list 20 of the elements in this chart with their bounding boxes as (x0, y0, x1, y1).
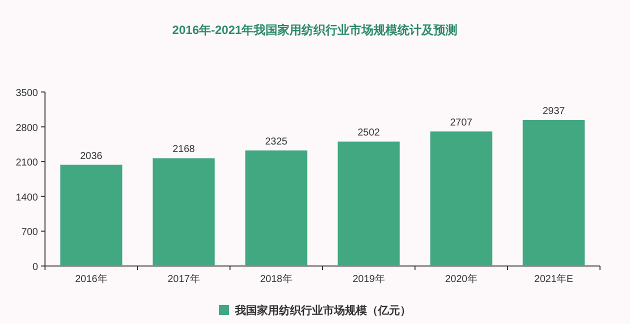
x-tick-label: 2016年 (75, 273, 108, 285)
x-tick-label: 2020年 (445, 273, 478, 285)
data-label: 2707 (450, 117, 473, 128)
y-tick-label: 2100 (16, 158, 38, 169)
x-tick-label: 2017年 (168, 273, 200, 285)
x-tick-label: 2019年 (352, 273, 385, 285)
x-tick-label: 2018年 (260, 273, 292, 285)
x-tick-label: 2021年E (534, 273, 574, 285)
legend-label: 我国家用纺织行业市场规模（亿元） (234, 304, 411, 317)
data-label: 2502 (358, 128, 380, 139)
y-tick-label: 1400 (16, 192, 38, 204)
y-tick-label: 700 (21, 227, 38, 238)
data-label: 2036 (80, 150, 103, 162)
data-label: 2325 (265, 136, 288, 148)
y-tick-label: 3500 (16, 88, 38, 99)
y-tick-label: 2800 (16, 122, 38, 134)
chart-title: 2016年-2021年我国家用纺织行业市场规模统计及预测 (172, 23, 458, 37)
data-label: 2937 (542, 106, 566, 117)
data-label: 2168 (172, 144, 196, 156)
y-tick-label: 0 (32, 262, 38, 273)
